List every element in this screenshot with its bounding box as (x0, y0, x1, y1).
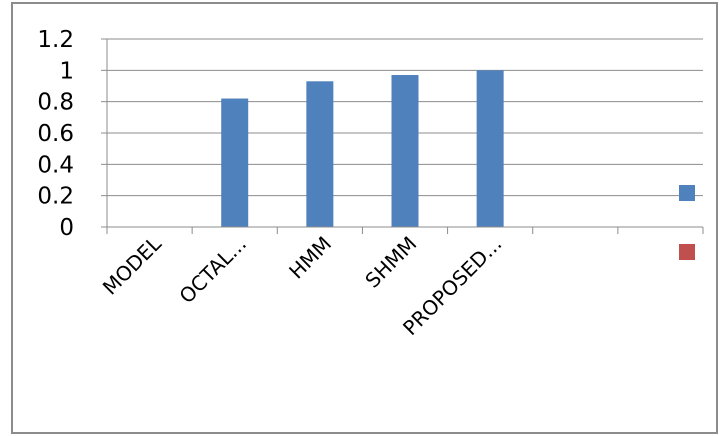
y-tick-label: 0.8 (37, 90, 74, 116)
x-category-label: SHMM (360, 232, 421, 293)
bars (221, 70, 504, 228)
axes (101, 38, 704, 234)
legend (679, 185, 695, 260)
y-tick-label: 0 (59, 215, 74, 241)
y-tick-label: 1.2 (37, 27, 74, 53)
chart-frame (11, 2, 718, 434)
bar (306, 81, 334, 227)
y-tick-label: 0.6 (37, 121, 74, 147)
gridlines (107, 38, 703, 197)
y-tick-label: 0.2 (37, 184, 74, 210)
y-tick-label: 0.4 (37, 152, 74, 178)
x-category-label: OCTAL... (174, 232, 251, 309)
legend-key (679, 185, 695, 201)
bar (391, 75, 419, 228)
y-tick-label: 1 (59, 58, 74, 84)
bar (476, 70, 504, 227)
x-category-label: HMM (284, 232, 336, 284)
x-category-label: MODEL (98, 231, 167, 300)
legend-key (679, 244, 695, 260)
bar (221, 98, 249, 228)
